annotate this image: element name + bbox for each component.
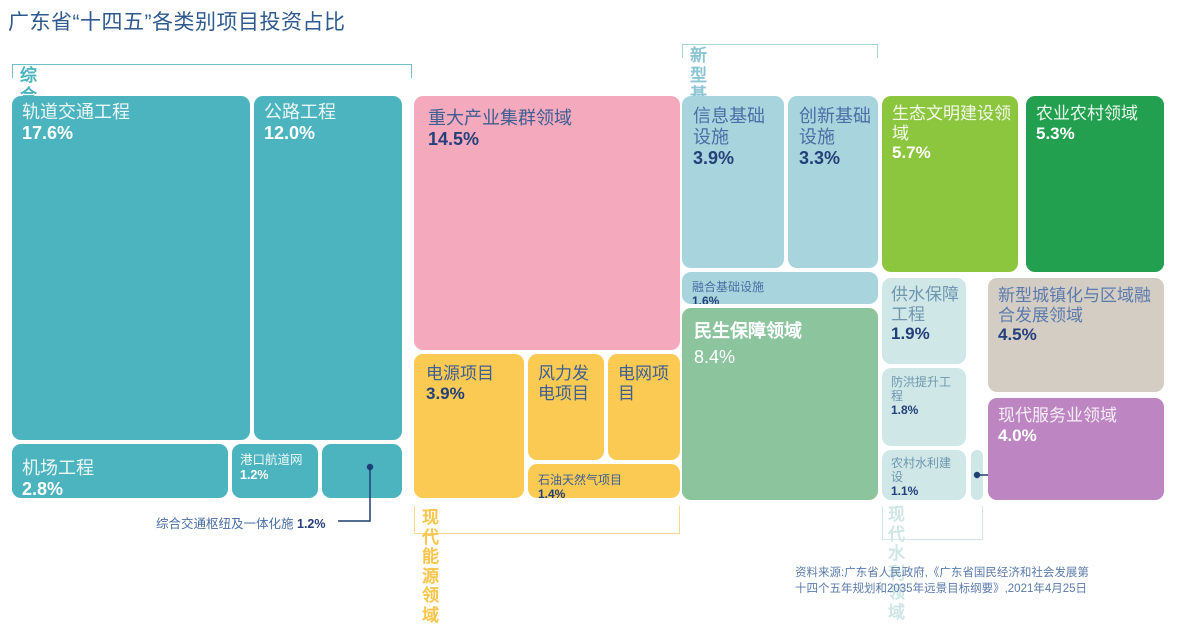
callout-transport-hub-value: 1.2% — [297, 517, 326, 531]
tile-innovation-infrastructure-name: 创新基础设施 — [799, 106, 871, 147]
tile-highway[interactable]: 公路工程 12.0% — [254, 96, 402, 440]
tile-port-channel[interactable]: 港口航道网 1.2% — [232, 444, 318, 498]
tile-highway-name: 公路工程 — [264, 102, 336, 122]
callout-transport-hub-name: 综合交通枢纽及一体化施 — [156, 517, 294, 531]
group-label-modern-water: 现代水利 领域 — [888, 505, 905, 622]
tile-eco-civilization[interactable]: 生态文明建设领域 5.7% — [882, 96, 1018, 272]
tile-urbanization-regional-value: 4.5% — [998, 325, 1037, 345]
tile-oil-gas-value: 1.4% — [538, 486, 566, 498]
tile-livelihood-security-name: 民生保障领域 — [694, 321, 802, 341]
tile-rural-water-name: 农村水利建设 — [891, 456, 952, 484]
group-bracket-energy — [414, 506, 680, 534]
tile-agriculture-rural[interactable]: 农业农村领域 5.3% — [1026, 96, 1164, 272]
group-bracket-transport — [12, 64, 412, 78]
callout-transport-hub-leader — [338, 463, 374, 522]
tile-flood-control-value: 1.8% — [891, 402, 919, 417]
tile-water-supply-value: 1.9% — [891, 324, 930, 344]
group-bracket-modern-water — [882, 506, 983, 540]
tile-flood-control-name: 防洪提升工程 — [891, 375, 952, 403]
page-title: 广东省“十四五”各类别项目投资占比 — [8, 11, 346, 34]
tile-livelihood-security-value: 8.4% — [694, 347, 736, 368]
tile-urbanization-regional-name: 新型城镇化与区域融合发展领域 — [998, 286, 1151, 325]
tile-information-infrastructure[interactable]: 信息基础设施 3.9% — [682, 96, 784, 268]
tile-modern-services-name: 现代服务业领域 — [998, 406, 1117, 425]
tile-major-industry-cluster[interactable]: 重大产业集群领域 14.5% — [414, 96, 680, 350]
tile-power-grid[interactable]: 电网项目 — [608, 354, 680, 460]
source-note: 资料来源:广东省人民政府,《广东省国民经济和社会发展第 十四个五年规划和2035… — [795, 566, 1089, 596]
tile-rural-water[interactable]: 农村水利建设 1.1% — [882, 450, 966, 500]
group-bracket-new-infrastructure — [682, 44, 878, 58]
tile-information-infrastructure-name: 信息基础设施 — [693, 106, 765, 147]
tile-modern-services[interactable]: 现代服务业领域 4.0% — [988, 398, 1164, 500]
tile-eco-civilization-name: 生态文明建设领域 — [892, 104, 1011, 143]
tile-power-source-name: 电源项目 — [426, 364, 494, 383]
tile-urbanization-regional[interactable]: 新型城镇化与区域融合发展领域 4.5% — [988, 278, 1164, 392]
tile-wind-power[interactable]: 风力发电项目 — [528, 354, 604, 460]
tile-power-source[interactable]: 电源项目 3.9% — [414, 354, 524, 498]
callout-transport-hub: 综合交通枢纽及一体化施 1.2% — [0, 0, 374, 531]
tile-rural-water-value: 1.1% — [891, 483, 919, 498]
tile-airport[interactable]: 机场工程 2.8% — [12, 444, 228, 498]
tile-port-channel-name: 港口航道网 — [240, 453, 303, 467]
tile-fusion-infrastructure[interactable]: 融合基础设施 1.6% — [682, 272, 878, 304]
tile-rail-transit-name: 轨道交通工程 — [22, 102, 130, 122]
tile-innovation-infrastructure[interactable]: 创新基础设施 3.3% — [788, 96, 878, 268]
tile-major-industry-cluster-name: 重大产业集群领域 — [428, 108, 572, 128]
tile-fusion-infrastructure-name: 融合基础设施 — [692, 280, 765, 294]
tile-information-infrastructure-value: 3.9% — [693, 147, 735, 168]
tile-oil-gas-name: 石油天然气项目 — [538, 473, 623, 487]
tile-modern-services-value: 4.0% — [998, 425, 1037, 445]
callout-smart-water: 智慧水利建设 0.1% — [0, 0, 1157, 486]
tile-flood-control[interactable]: 防洪提升工程 1.8% — [882, 368, 966, 446]
tile-water-supply-name: 供水保障工程 — [891, 285, 959, 324]
tile-highway-value: 12.0% — [264, 122, 316, 143]
tile-power-grid-name: 电网项目 — [618, 364, 669, 403]
callout-transport-hub-text: 综合交通枢纽及一体化施 1.2% — [156, 513, 326, 532]
tile-port-channel-value: 1.2% — [240, 467, 269, 482]
tile-agriculture-rural-value: 5.3% — [1036, 123, 1075, 143]
tile-fusion-infrastructure-value: 1.6% — [692, 293, 720, 304]
tile-oil-gas[interactable]: 石油天然气项目 1.4% — [528, 464, 680, 498]
tile-major-industry-cluster-value: 14.5% — [428, 128, 480, 149]
tile-airport-value: 2.8% — [22, 478, 64, 498]
tile-transport-hub[interactable] — [322, 444, 402, 498]
tile-rail-transit[interactable]: 轨道交通工程 17.6% — [12, 96, 250, 440]
tile-innovation-infrastructure-value: 3.3% — [799, 147, 841, 168]
tile-water-supply[interactable]: 供水保障工程 1.9% — [882, 278, 966, 364]
tile-wind-power-name: 风力发电项目 — [538, 364, 589, 403]
tile-rail-transit-value: 17.6% — [22, 122, 74, 143]
tile-airport-name: 机场工程 — [22, 458, 94, 478]
tile-eco-civilization-value: 5.7% — [892, 143, 931, 163]
tile-livelihood-security[interactable]: 民生保障领域 8.4% — [682, 308, 878, 500]
tile-power-source-value: 3.9% — [426, 383, 465, 403]
tile-agriculture-rural-name: 农业农村领域 — [1036, 104, 1138, 123]
